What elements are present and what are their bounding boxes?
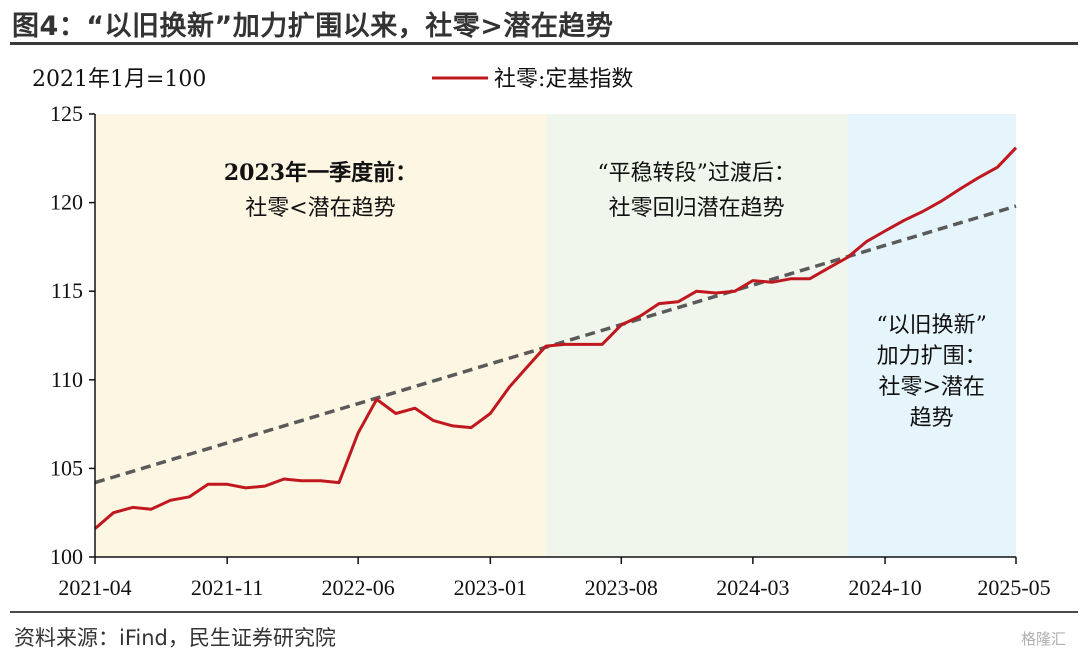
region-1-label-line-2: 社零<潜在趋势 (245, 196, 395, 221)
chart-svg: 100 105 110 115 120 125 2021-04 2021-11 2022-06… (32, 67, 1051, 600)
region-band-3 (847, 114, 1016, 557)
region-2-label-line-1: “平稳转段”过渡后： (597, 161, 796, 186)
x-tick-label: 2024-10 (848, 575, 921, 600)
series-line-layer (94, 146, 1018, 530)
legend: 社零:定基指数 (432, 67, 633, 92)
x-tick-label: 2023-01 (454, 575, 527, 600)
y-tick-label: 105 (50, 455, 83, 480)
region-2-label-line-2: 社零回归潜在趋势 (609, 196, 785, 221)
source-note: 资料来源：iFind，民生证券研究院 (14, 626, 336, 650)
title-divider (10, 42, 1078, 45)
region-3-label-line-1: “以旧换新” (876, 313, 987, 338)
x-tick-label: 2021-11 (191, 575, 264, 600)
region-3-label-line-2: 加力扩围： (877, 344, 987, 369)
x-tick-label: 2023-08 (585, 575, 658, 600)
x-tick-label: 2025-05 (977, 575, 1050, 600)
region-1-label-line-1: 2023年一季度前： (224, 160, 417, 186)
region-band-1 (95, 114, 546, 557)
x-ticks: 2021-04 2021-11 2022-06 2023-01 2023-08 2024-… (58, 557, 1051, 600)
watermark: 格隆汇 (1020, 630, 1066, 648)
legend-label: 社零:定基指数 (494, 67, 633, 92)
region-band-2 (545, 114, 848, 557)
figure-title: 图4：“以旧换新”加力扩围以来，社零>潜在趋势 (12, 11, 614, 42)
region-3-label-line-4: 趋势 (910, 406, 954, 431)
y-tick-label: 120 (50, 190, 83, 215)
axes (94, 114, 1016, 558)
y-tick-label: 100 (50, 544, 83, 569)
region-3-label-line-3: 社零>潜在 (878, 375, 984, 400)
y-tick-label: 110 (51, 367, 83, 392)
y-tick-label: 115 (51, 278, 83, 303)
region-annotations: 2023年一季度前： 社零<潜在趋势 “平稳转段”过渡后： 社零回归潜在趋势 “以旧换新… (224, 160, 987, 431)
series-line (94, 146, 1018, 530)
x-tick-label: 2022-06 (321, 575, 394, 600)
source-divider (10, 611, 1078, 613)
unit-label: 2021年1月=100 (32, 67, 206, 92)
x-tick-label: 2021-04 (58, 575, 131, 600)
y-ticks: 100 105 110 115 120 125 (50, 101, 95, 569)
shaded-regions (95, 114, 1016, 557)
y-tick-label: 125 (50, 101, 83, 126)
x-tick-label: 2024-03 (716, 575, 789, 600)
